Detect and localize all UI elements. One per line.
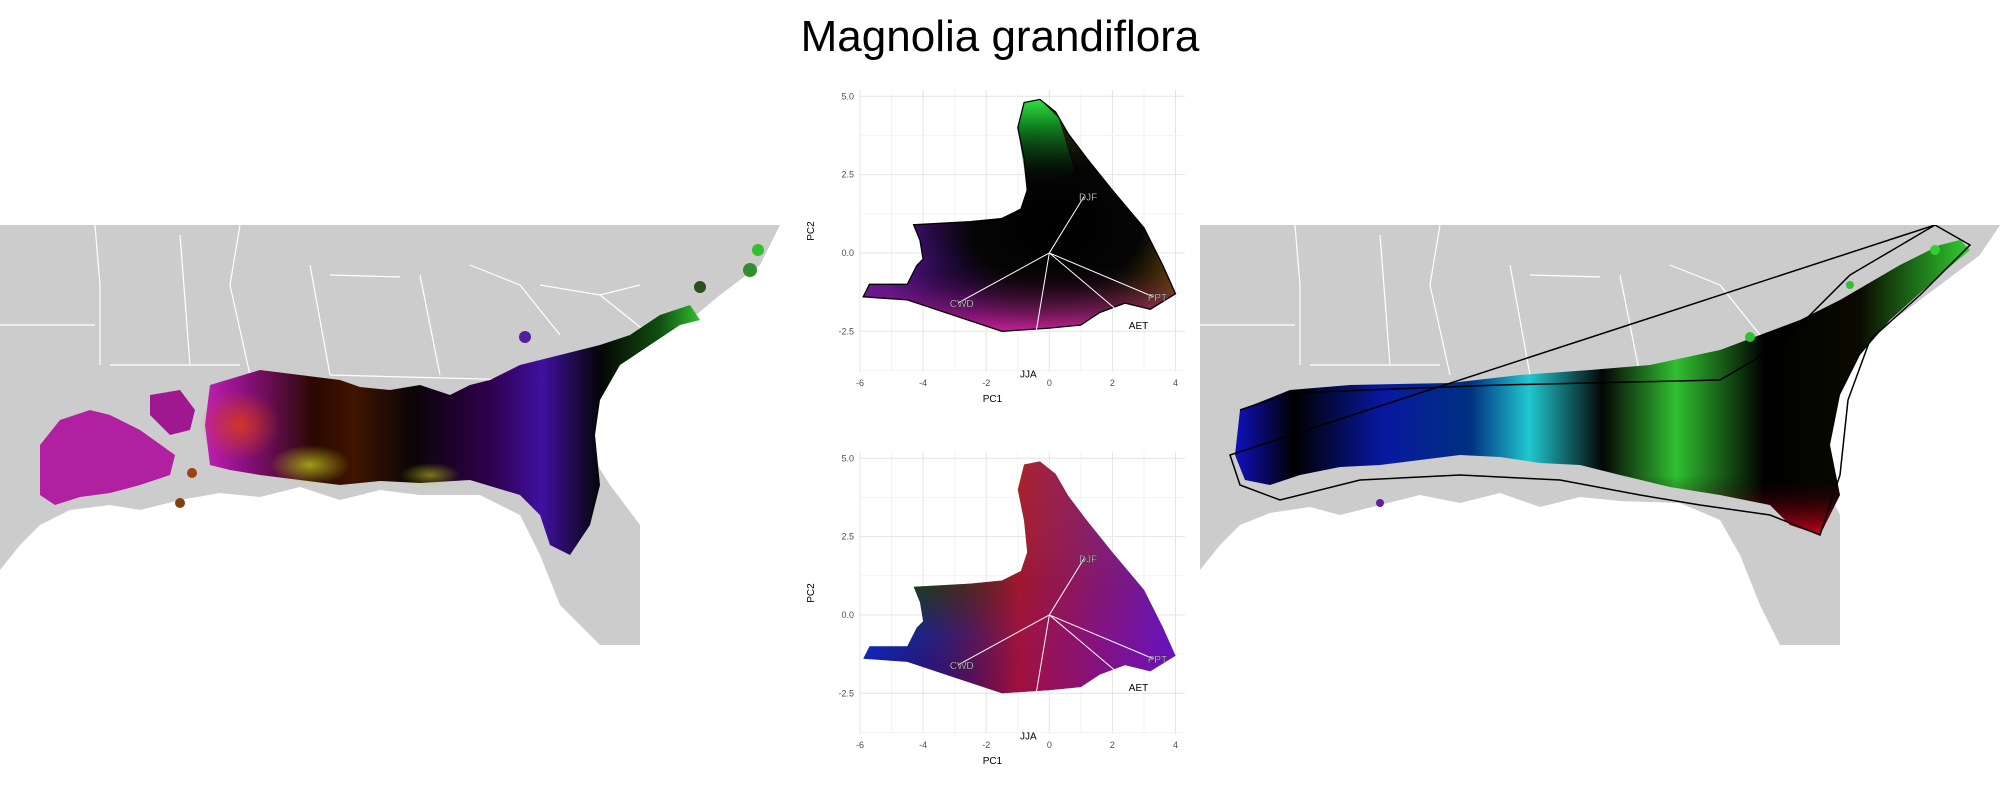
- vector-label: CWD: [950, 661, 974, 672]
- vector-label: JJA: [1020, 732, 1037, 743]
- y-tick-label: 5.0: [841, 453, 854, 463]
- x-tick-label: 0: [1047, 740, 1052, 750]
- y-axis-label: PC2: [806, 221, 817, 241]
- loading-vector: [1048, 558, 1085, 616]
- pca-cloud-outline: [862, 98, 1177, 332]
- pca-cloud-green-region: [1017, 99, 1075, 191]
- vector-label: DJF: [1079, 193, 1097, 204]
- y-axis-label: PC2: [806, 583, 817, 603]
- x-tick-label: -2: [982, 740, 990, 750]
- y-tick-label: -2.5: [838, 688, 854, 698]
- y-tick-label: 2.5: [841, 170, 854, 180]
- pca-plot-bottom: DJF PPT AET CWD JJA -6 -4 -2 0 2 4 -2.5 0.0 2.5 5.0 PC…: [800, 442, 1200, 787]
- x-tick-label: 2: [1110, 378, 1115, 388]
- range-west: [40, 410, 175, 505]
- loading-vector: [957, 614, 1050, 666]
- loading-vector: [1029, 614, 1050, 728]
- right-range-map: [1200, 224, 2000, 645]
- y-tick-label: 0.0: [841, 248, 854, 258]
- range-west-2: [150, 390, 195, 435]
- loading-vector: [1048, 252, 1135, 326]
- y-tick-label: 0.0: [841, 610, 854, 620]
- x-tick-label: 4: [1173, 740, 1178, 750]
- x-axis-label: PC1: [983, 756, 1003, 767]
- loading-vector: [957, 252, 1050, 304]
- convex-hull: [1229, 224, 1972, 536]
- vector-label: PPT: [1148, 655, 1167, 666]
- pca-plot-top: DJF PPT AET CWD JJA -6 -4 -2 0 2 4 -2.5 0.0 2.5 5.0 PC…: [800, 80, 1200, 425]
- y-tick-label: -2.5: [838, 326, 854, 336]
- range-main: [205, 305, 700, 555]
- x-tick-label: -6: [856, 378, 864, 388]
- y-tick-label: 5.0: [841, 91, 854, 101]
- vector-label: JJA: [1020, 370, 1037, 381]
- state-borders: [0, 224, 651, 381]
- vector-label: DJF: [1079, 555, 1097, 566]
- vector-label: CWD: [950, 299, 974, 310]
- left-range-map: [0, 224, 780, 645]
- pca-cloud-shade: [863, 461, 1176, 694]
- loading-vector: [1049, 614, 1154, 660]
- figure-title: Magnolia grandiflora: [800, 12, 1200, 61]
- loading-vector: [1029, 252, 1050, 366]
- x-tick-label: 0: [1047, 378, 1052, 388]
- vector-label: AET: [1129, 683, 1148, 694]
- loading-vector: [1048, 614, 1135, 688]
- x-axis-label: PC1: [983, 394, 1003, 405]
- loading-vector: [1049, 252, 1154, 298]
- vector-label: AET: [1129, 321, 1148, 332]
- vector-label: PPT: [1148, 293, 1167, 304]
- x-tick-label: -2: [982, 378, 990, 388]
- x-tick-label: -4: [919, 740, 927, 750]
- x-tick-label: 4: [1173, 378, 1178, 388]
- x-tick-label: -6: [856, 740, 864, 750]
- loading-vector: [1048, 196, 1085, 254]
- y-tick-label: 2.5: [841, 532, 854, 542]
- x-tick-label: 2: [1110, 740, 1115, 750]
- x-tick-label: -4: [919, 378, 927, 388]
